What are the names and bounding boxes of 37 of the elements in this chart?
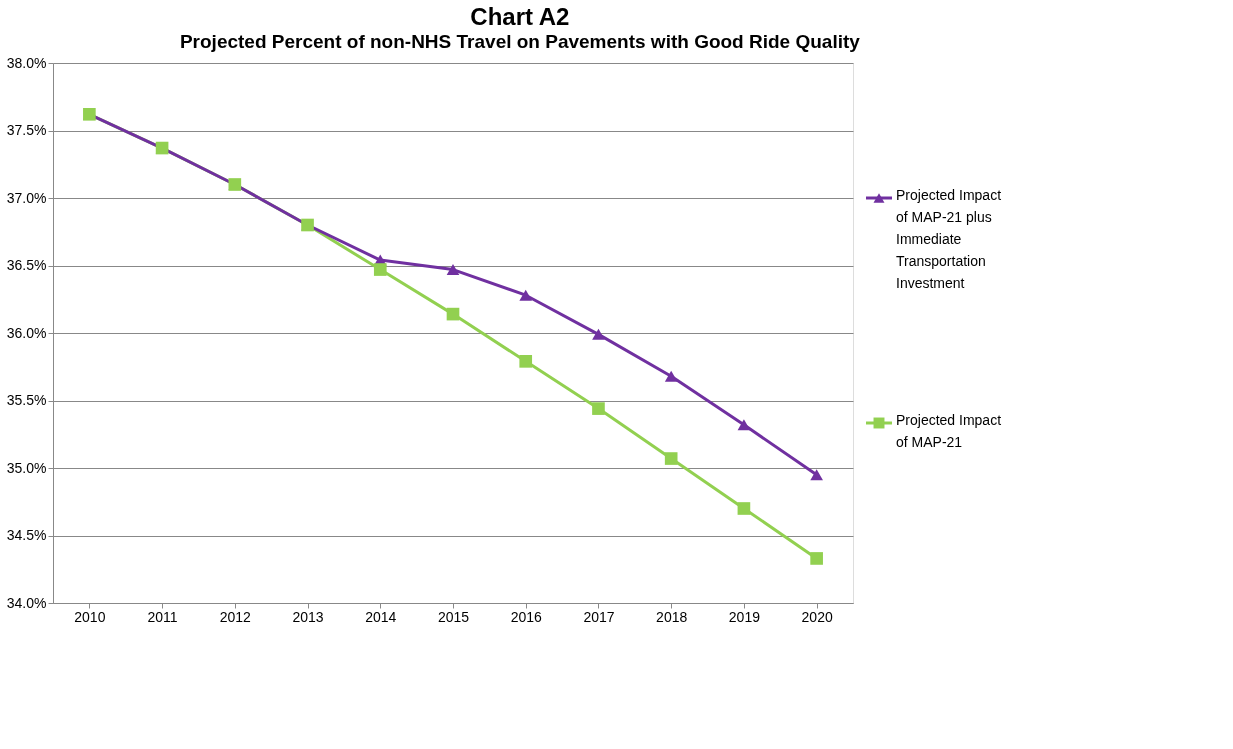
point	[664, 370, 678, 382]
point	[592, 328, 605, 340]
point	[737, 502, 751, 515]
chart-title: Chart A2	[470, 2, 570, 30]
point	[519, 289, 533, 301]
y-tick-label: 34.0%	[6, 594, 47, 611]
point	[737, 419, 751, 431]
point	[810, 469, 823, 481]
x-tick-label: 2015	[437, 608, 470, 625]
point	[810, 552, 823, 565]
y-tick-label: 34.5%	[6, 527, 47, 543]
point	[446, 307, 460, 321]
y-tick-label: 36.5%	[6, 257, 47, 273]
x-tick-label: 2014	[365, 608, 397, 625]
point	[592, 402, 605, 415]
x-tick-label: 2012	[219, 608, 252, 625]
x-tick-label: 2020	[801, 608, 833, 625]
y-tick-label: 35.0%	[6, 459, 47, 476]
legend-label: Projected Impact of MAP-21	[896, 412, 1002, 450]
y-tick-label: 37.0%	[6, 189, 47, 206]
point	[446, 264, 460, 276]
point	[519, 355, 533, 368]
y-tick-label: 38.0%	[6, 54, 47, 71]
x-tick-label: 2018	[656, 608, 688, 625]
point	[664, 452, 678, 465]
x-tick-label: 2011	[147, 608, 178, 625]
x-tick-label: 2016	[510, 608, 543, 625]
y-tick-label: 35.5%	[6, 392, 47, 408]
y-tick-label: 37.5%	[6, 122, 47, 138]
chart-subtitle: Projected Percent of non-NHS Travel on Pavements with Good Ride Quality	[179, 30, 861, 52]
x-tick-label: 2017	[583, 608, 615, 625]
x-tick-label: 2010	[74, 608, 106, 625]
point	[373, 263, 387, 276]
x-tick-label: 2019	[728, 608, 761, 625]
x-tick-label: 2013	[292, 608, 324, 625]
legend-label: Projected Impact of MAP-21 plus Immediate Transportation Investment	[896, 187, 1002, 291]
y-tick-label: 36.0%	[6, 324, 47, 341]
